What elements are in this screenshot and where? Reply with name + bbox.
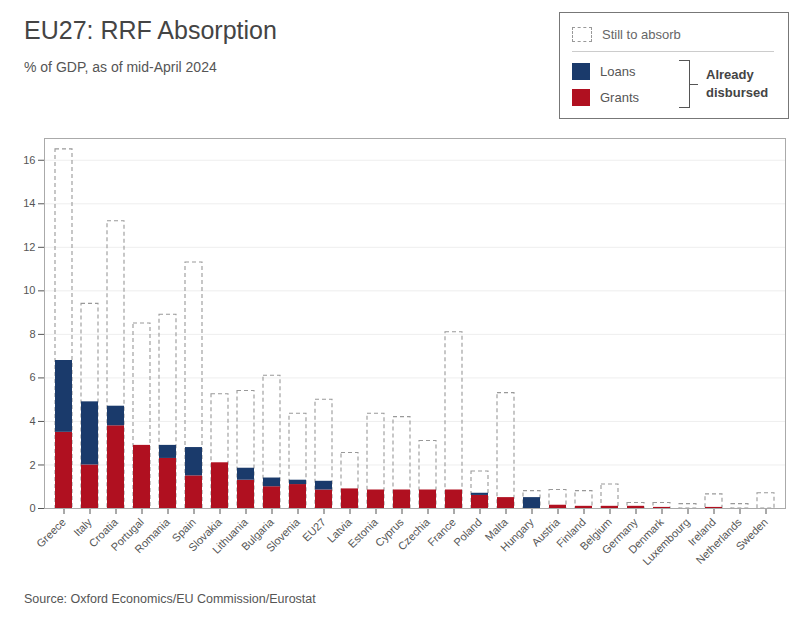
svg-text:Luxembourg: Luxembourg: [640, 516, 692, 568]
svg-text:Finland: Finland: [553, 515, 588, 550]
svg-text:Bulgaria: Bulgaria: [238, 515, 276, 553]
html-text:Source: Oxford Economics/EU Co: Source: Oxford Economics/EU Commission/E…: [24, 592, 316, 606]
svg-text:Latvia: Latvia: [324, 515, 354, 545]
svg-text:Austria: Austria: [529, 515, 562, 549]
svg-text:Portugal: Portugal: [108, 515, 146, 554]
html-text:Still to absorb: Still to absorb: [602, 26, 681, 42]
svg-text:Malta: Malta: [482, 515, 510, 544]
html-text:Already disbursed: Already disbursed: [706, 67, 769, 100]
svg-text:Spain: Spain: [169, 515, 198, 545]
svg-text:France: France: [425, 516, 458, 549]
svg-text:10: 10: [23, 284, 35, 296]
svg-text:Belgium: Belgium: [577, 515, 614, 553]
svg-text:8: 8: [29, 328, 35, 340]
svg-text:0: 0: [29, 502, 35, 514]
svg-text:14: 14: [23, 197, 35, 209]
svg-text:2: 2: [29, 458, 35, 470]
svg-text:Estonia: Estonia: [345, 515, 380, 550]
svg-text:Italy: Italy: [71, 515, 94, 539]
html-text:% of GDP, as of mid-April 2024: % of GDP, as of mid-April 2024: [24, 59, 217, 75]
html-text:EU27: RRF Absorption: EU27: RRF Absorption: [24, 16, 277, 44]
svg-text:Croatia: Croatia: [86, 515, 120, 550]
svg-text:16: 16: [23, 154, 35, 166]
svg-text:Lithuania: Lithuania: [209, 515, 250, 556]
svg-text:Ireland: Ireland: [685, 515, 718, 548]
svg-text:4: 4: [29, 415, 35, 427]
html-text:Loans: Loans: [600, 63, 636, 79]
svg-text:Czechia: Czechia: [395, 515, 432, 552]
svg-text:Greece: Greece: [34, 516, 68, 550]
svg-text:6: 6: [29, 371, 35, 383]
html-text:Grants: Grants: [600, 89, 639, 105]
svg-text:Netherlands: Netherlands: [693, 515, 744, 567]
svg-text:Denmark: Denmark: [625, 515, 666, 556]
svg-text:Sweden: Sweden: [733, 516, 770, 553]
svg-text:Slovakia: Slovakia: [186, 515, 224, 554]
svg-text:12: 12: [23, 241, 35, 253]
svg-text:Poland: Poland: [451, 516, 484, 549]
svg-text:Germany: Germany: [599, 515, 640, 557]
svg-text:Cyprus: Cyprus: [372, 515, 406, 549]
svg-text:EU27: EU27: [300, 516, 328, 544]
svg-text:Hungary: Hungary: [498, 515, 536, 553]
svg-text:Slovenia: Slovenia: [264, 515, 303, 554]
svg-text:Romania: Romania: [132, 515, 172, 555]
